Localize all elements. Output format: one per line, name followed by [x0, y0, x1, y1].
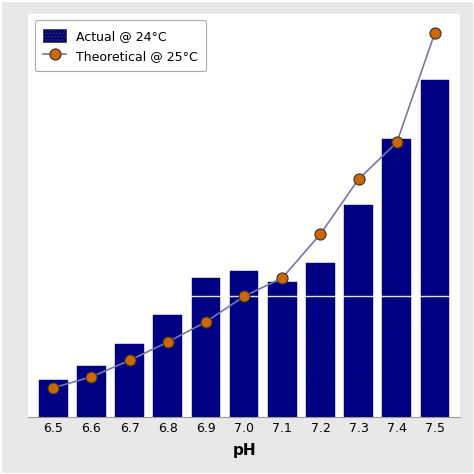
Bar: [154, 315, 182, 417]
Bar: [268, 282, 297, 417]
Bar: [383, 139, 411, 417]
Bar: [115, 344, 144, 417]
Bar: [344, 205, 373, 417]
Bar: [77, 366, 106, 417]
X-axis label: pH: pH: [232, 443, 256, 458]
Bar: [230, 271, 258, 417]
Bar: [39, 381, 68, 417]
Bar: [420, 80, 449, 417]
Bar: [191, 278, 220, 417]
Bar: [306, 263, 335, 417]
Legend: Actual @ 24°C, Theoretical @ 25°C: Actual @ 24°C, Theoretical @ 25°C: [35, 20, 207, 72]
